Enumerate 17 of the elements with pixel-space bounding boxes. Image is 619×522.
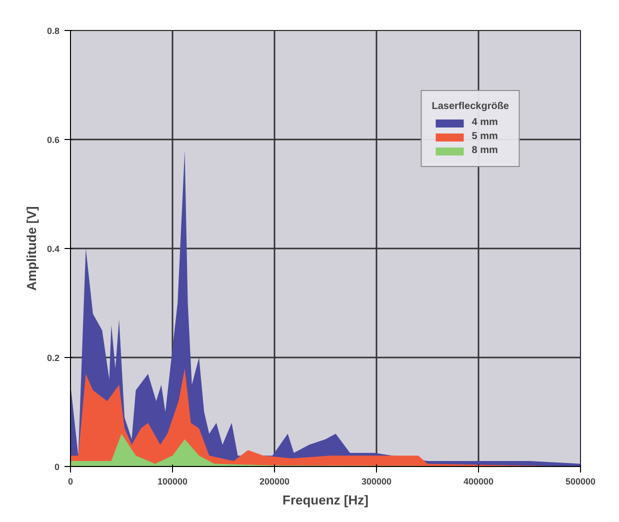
- y-tick-label: 0.6: [46, 135, 60, 145]
- legend-title: Laserfleckgröße: [432, 101, 509, 112]
- x-tick-label: 100000: [157, 476, 188, 486]
- legend-label: 4 mm: [472, 117, 498, 128]
- x-tick-label: 500000: [565, 476, 596, 486]
- legend-label: 8 mm: [472, 145, 498, 156]
- y-tick-label: 0.2: [46, 353, 60, 363]
- legend-label: 5 mm: [472, 131, 498, 142]
- y-axis-title: Amplitude [V]: [24, 206, 39, 291]
- x-tick-label: 0: [68, 476, 74, 486]
- y-tick-label: 0: [54, 462, 60, 472]
- x-tick-label: 400000: [463, 476, 494, 486]
- y-tick-label: 0.4: [46, 244, 60, 254]
- y-tick-label: 0.8: [46, 26, 60, 36]
- x-tick-label: 200000: [259, 476, 290, 486]
- x-axis-title: Frequenz [Hz]: [282, 492, 368, 508]
- x-tick-label: 300000: [361, 476, 392, 486]
